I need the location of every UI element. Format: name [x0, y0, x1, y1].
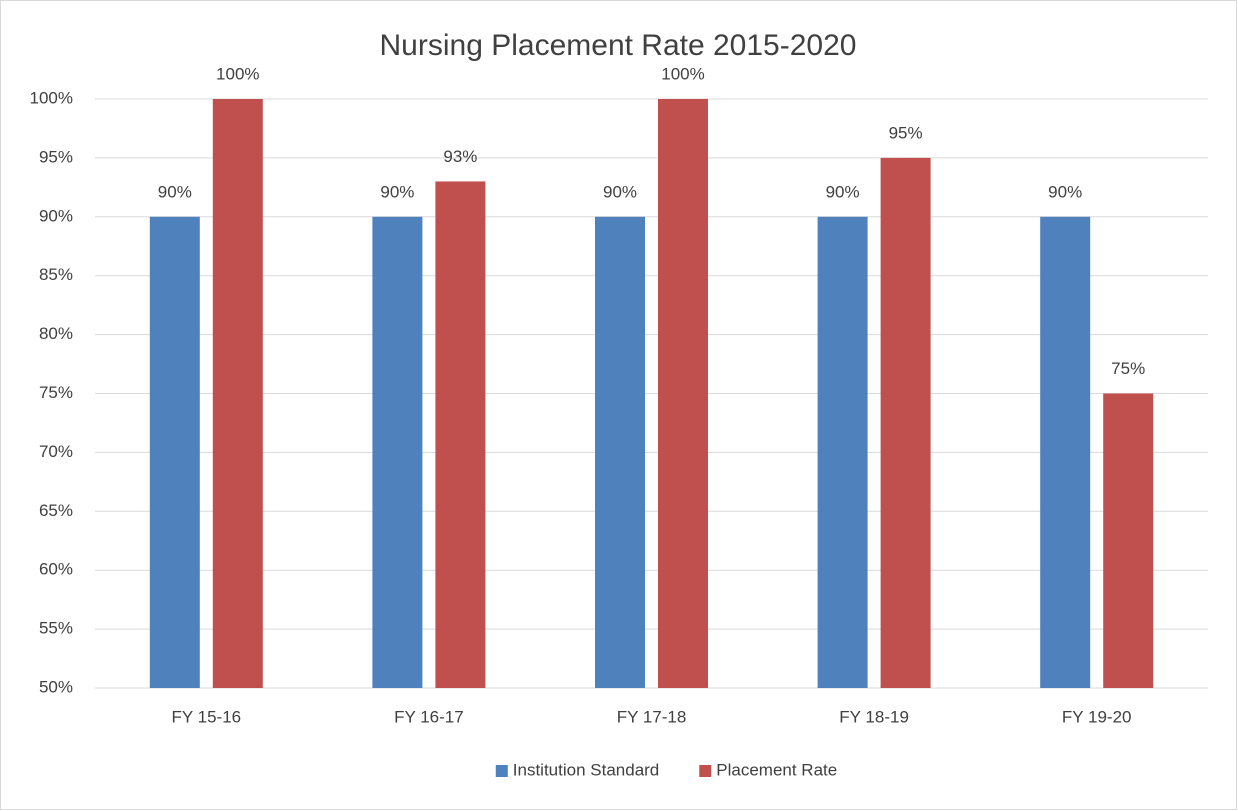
y-tick-label: 85% — [39, 265, 73, 284]
bar — [149, 216, 200, 689]
legend-label: Institution Standard — [513, 760, 659, 779]
x-tick-label: FY 17-18 — [617, 707, 687, 726]
x-tick-label: FY 18-19 — [839, 707, 909, 726]
data-label: 90% — [826, 182, 860, 201]
data-label: 90% — [380, 182, 414, 201]
y-tick-label: 60% — [39, 560, 73, 579]
data-label: 90% — [1048, 182, 1082, 201]
data-label: 90% — [603, 182, 637, 201]
data-label: 75% — [1111, 359, 1145, 378]
bar — [658, 99, 708, 688]
y-tick-label: 95% — [39, 147, 73, 166]
y-tick-label: 70% — [39, 442, 73, 461]
legend-label: Placement Rate — [716, 760, 837, 779]
bar — [435, 181, 486, 688]
bar — [212, 99, 263, 688]
bar — [880, 157, 931, 688]
bar — [817, 216, 868, 689]
data-label: 100% — [216, 64, 259, 83]
data-label: 93% — [443, 147, 477, 166]
legend-item: Placement Rate — [699, 760, 837, 779]
x-tick-label: FY 19-20 — [1062, 707, 1132, 726]
bar — [1040, 216, 1091, 689]
y-tick-label: 75% — [39, 383, 73, 402]
y-tick-label: 90% — [39, 206, 73, 225]
x-tick-label: FY 15-16 — [171, 707, 241, 726]
data-label: 100% — [661, 64, 704, 83]
bar — [372, 216, 423, 689]
legend-swatch — [699, 765, 712, 777]
y-tick-label: 65% — [39, 501, 73, 520]
bar — [1103, 393, 1154, 688]
y-tick-label: 55% — [39, 619, 73, 638]
bar — [595, 216, 645, 689]
data-label: 90% — [158, 182, 192, 201]
legend-item: Institution Standard — [495, 760, 659, 779]
y-tick-label: 100% — [30, 88, 73, 107]
data-label: 95% — [889, 123, 923, 142]
legend-swatch — [495, 765, 508, 777]
y-tick-label: 80% — [39, 324, 73, 343]
chart-title: Nursing Placement Rate 2015-2020 — [380, 29, 857, 62]
y-tick-label: 50% — [39, 677, 73, 696]
x-tick-label: FY 16-17 — [394, 707, 464, 726]
